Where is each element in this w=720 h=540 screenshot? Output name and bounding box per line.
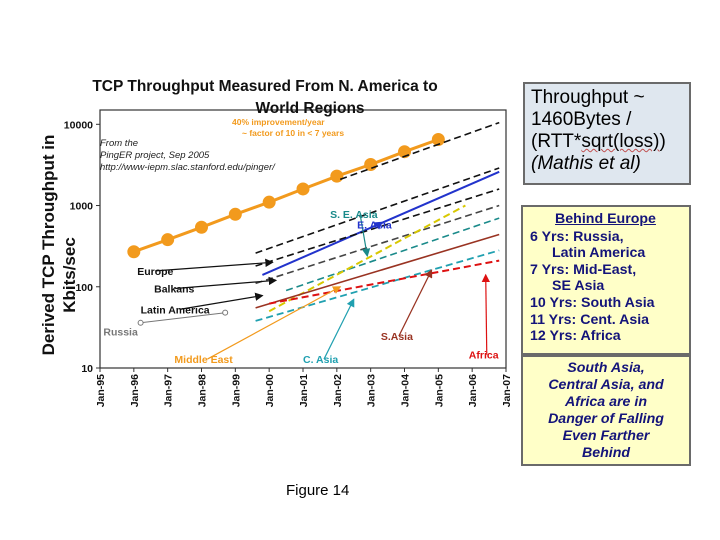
source-note-line: http://www-iepm.slac.stanford.edu/pinger… [100,162,276,173]
series-line [255,167,500,254]
series-point [228,207,242,221]
x-tick-label: Jan-03 [366,374,378,407]
series-point [137,319,144,326]
region-arrow [359,214,371,258]
region-arrow [175,276,278,290]
chart-title-line: World Regions [255,100,364,117]
series-point [222,309,229,316]
behind-row: 11 Yrs: Cent. Asia [530,311,650,328]
danger-line: South Asia, [567,360,645,376]
source-note-line: PingER project, Sep 2005 [100,150,210,161]
behind-row: Latin America [552,245,646,262]
series-line [255,249,500,322]
formula-line-1: Throughput ~ [531,87,645,108]
x-tick-label: Jan-04 [400,374,412,407]
x-tick-label: Jan-06 [467,374,479,407]
x-tick-label: Jan-05 [433,374,445,407]
formula-citation: (Mathis et al) [531,153,641,174]
region-arrow [179,292,264,310]
improvement-note-line: ~ factor of 10 in < 7 years [242,128,344,138]
region-label: Europe [137,266,173,278]
danger-line: Behind [581,445,631,461]
series-line [140,312,226,324]
series-line [255,204,500,285]
chart-title-line: TCP Throughput Measured From N. America … [92,78,437,95]
region-arrow [372,221,383,230]
formula-line-2: 1460Bytes / [531,109,632,130]
series-line [285,217,500,292]
series-point [195,220,208,234]
series-point [364,158,378,172]
x-tick-label: Jan-96 [129,374,141,407]
x-tick-label: Jan-02 [332,374,344,407]
behind-row: 12 Yrs: Africa [530,328,621,345]
region-arrow [481,273,490,355]
chart-area: 10 100 1000 10000 Jan-95 Jan-96 Jan-97 Jan-98 Ja… [30,70,515,440]
figure-caption: Figure 14 [286,482,350,499]
region-label: Balkans [154,284,194,296]
region-arrow [155,258,274,272]
region-arrow [207,286,342,360]
plot-frame [99,109,507,369]
series-point [296,182,310,196]
formula-sqrt-loss: sqrt(loss) [581,131,660,152]
danger-line: Danger of Falling [548,411,664,427]
x-tick-label: Jan-01 [298,374,310,407]
x-tick-label: Jan-98 [197,374,209,407]
y-axis-label-line: Derived TCP Throughput in [39,135,58,356]
danger-line: Central Asia, and [548,377,664,393]
y-tick-label: 10 [81,363,93,375]
behind-row: 10 Yrs: South Asia [530,294,655,311]
behind-row: 7 Yrs: Mid-East, [530,261,637,278]
danger-line: Africa are in [564,394,647,410]
danger-line: Even Farther [562,428,650,444]
x-tick-label: Jan-00 [264,374,276,407]
formula-line-3-suffix: ) [659,131,666,152]
region-label: C. Asia [303,354,338,366]
behind-row: SE Asia [552,278,605,295]
formula-box: Throughput ~ 1460Bytes / (RTT*sqrt(loss)… [523,82,691,185]
region-label: Middle East [174,354,233,366]
danger-box: South Asia, Central Asia, and Africa are… [521,355,691,466]
series-point [262,195,276,209]
y-tick-label: 1000 [70,201,94,213]
region-arrow [398,269,433,337]
series-point [330,169,344,183]
region-label: Russia [103,327,138,339]
x-tick-label: Jan-07 [501,374,513,407]
region-label: Africa [469,350,499,362]
region-label: S. E. Asia [330,209,378,221]
formula-line-3: (RTT*sqrt(loss)) [531,131,689,153]
throughput-chart: 10 100 1000 10000 Jan-95 Jan-96 Jan-97 Jan-98 Ja… [39,78,513,407]
series-point [161,233,175,247]
source-note-line: From the [100,138,138,149]
region-label: S.Asia [381,331,413,343]
y-tick-label: 10000 [64,119,93,131]
behind-europe-title: Behind Europe [555,211,656,227]
series-line [339,121,500,181]
x-tick-label: Jan-95 [95,374,107,407]
region-label: E. Asia [357,220,392,232]
behind-row: 6 Yrs: Russia, [530,228,624,245]
formula-line-3-prefix: (RTT* [531,131,582,152]
y-tick-label: 100 [75,282,93,294]
x-tick-label: Jan-99 [230,374,242,407]
series-line [269,259,500,305]
series-line [133,138,439,254]
series-point [127,245,141,259]
improvement-note-line: 40% improvement/year [232,117,325,127]
series-point [431,133,445,147]
y-axis-label-line: Kbits/sec [60,237,79,313]
series-line [255,233,500,309]
x-tick-label: Jan-97 [163,374,175,407]
behind-europe-box: Behind Europe 6 Yrs: Russia, Latin Ameri… [521,205,691,355]
region-arrow [323,298,355,360]
